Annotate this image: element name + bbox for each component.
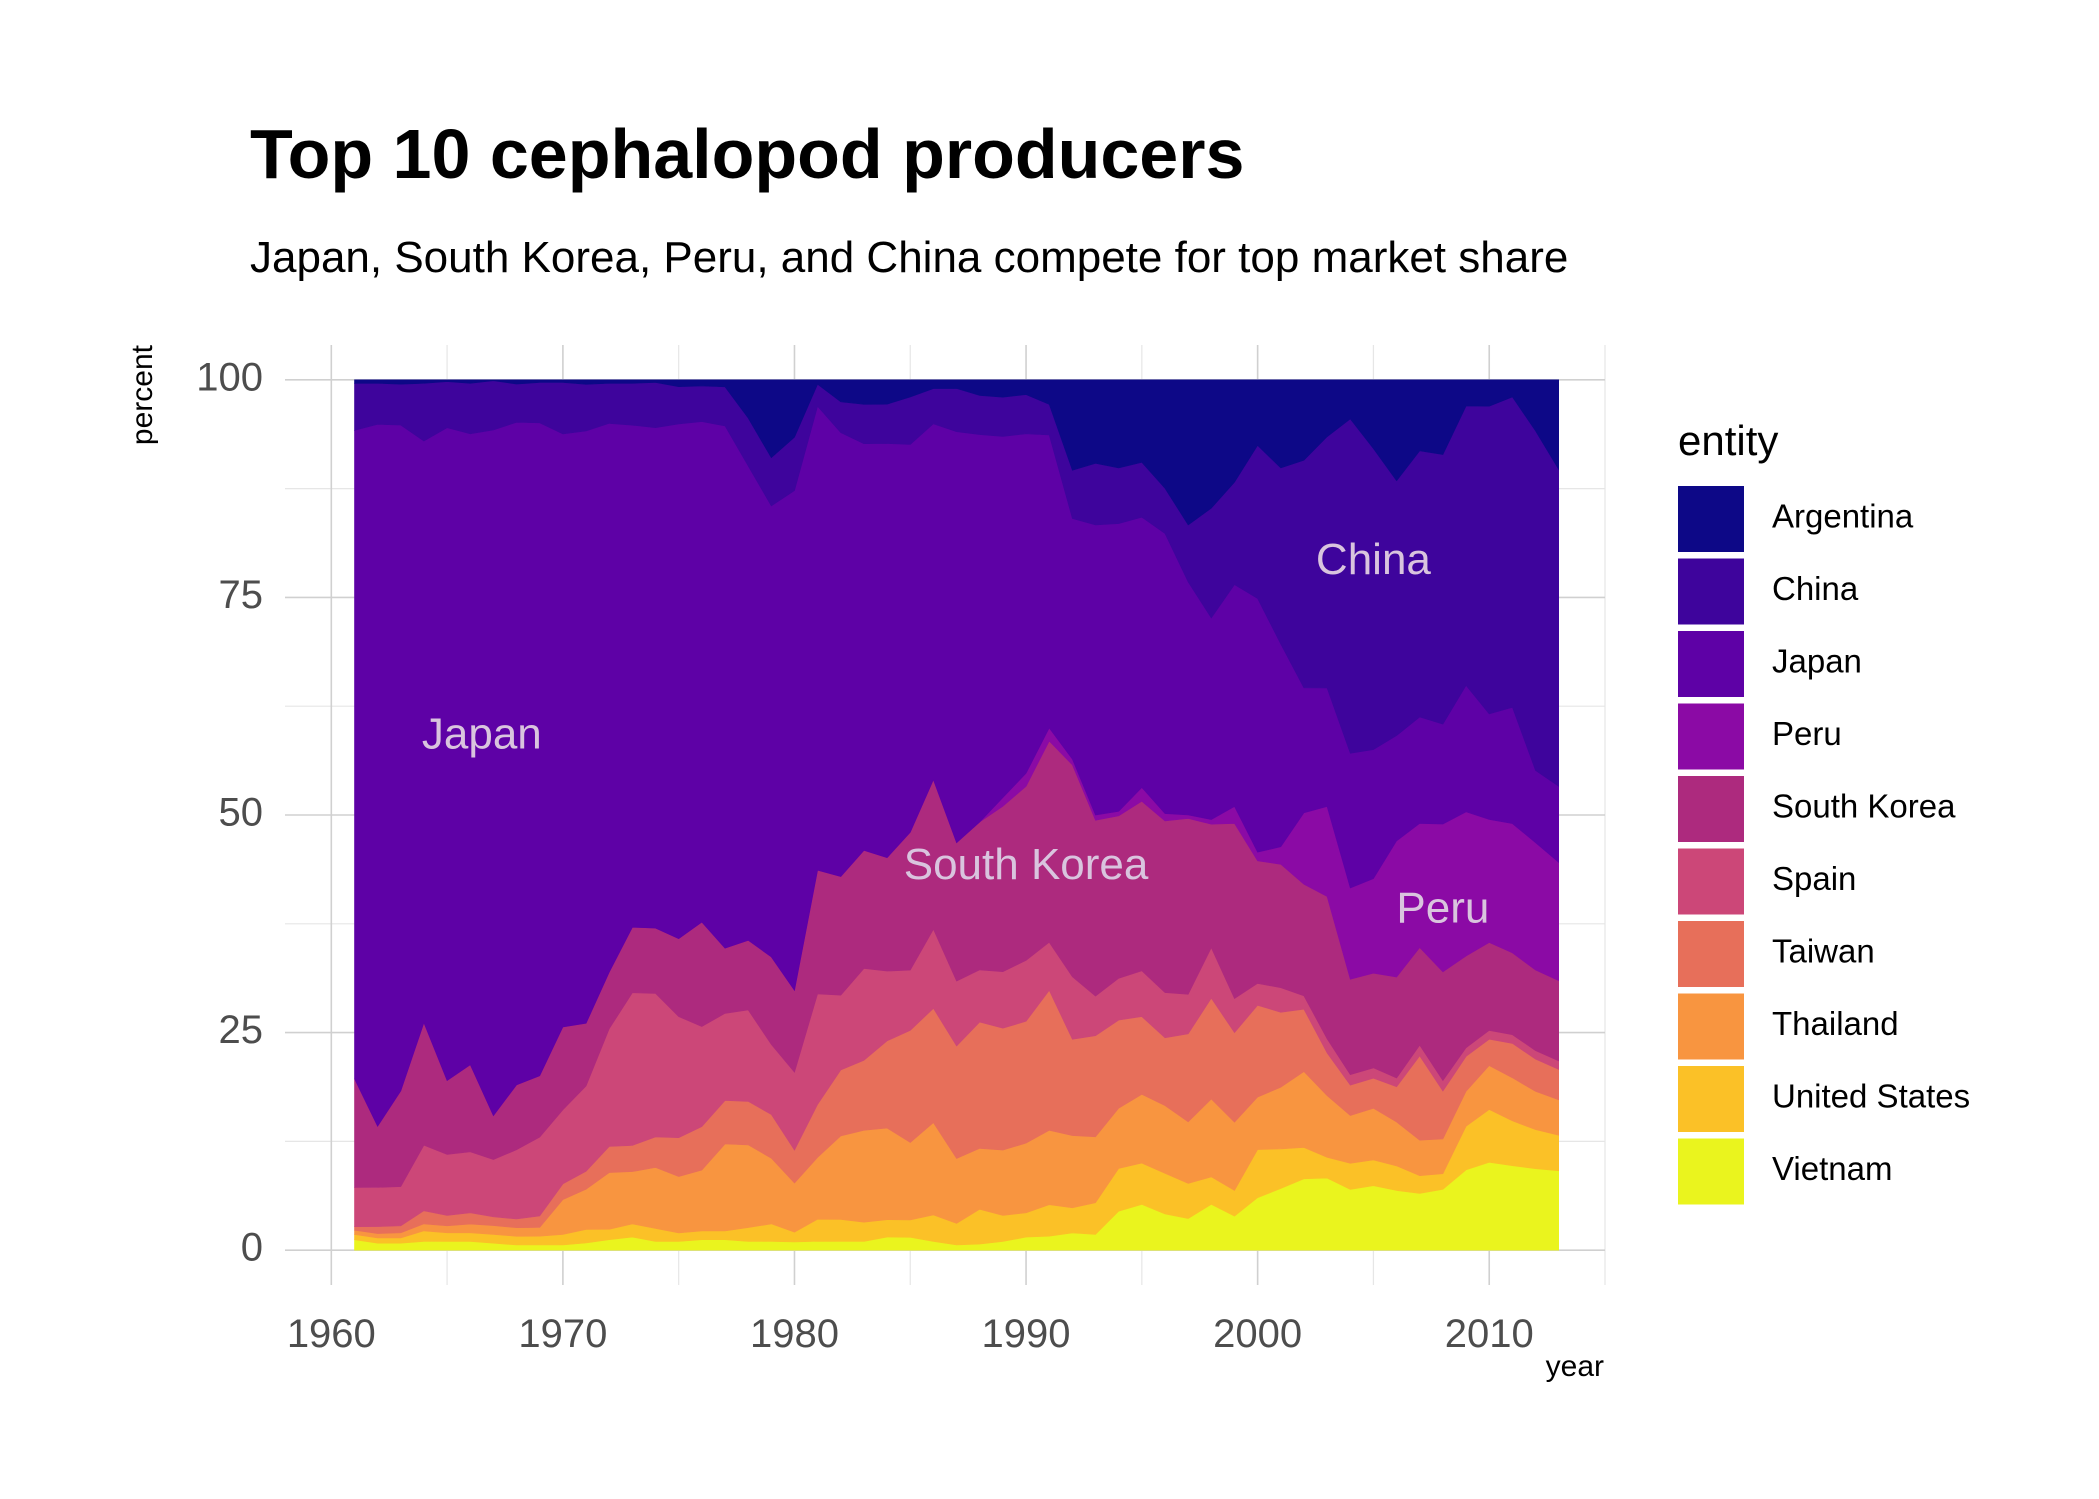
axis-ticks: 1960 1970 1980 1990 2000 2010 0 25 50 75 100 bbox=[196, 355, 1533, 1356]
legend-label-spain: Spain bbox=[1772, 860, 1856, 897]
chart-subtitle: Japan, South Korea, Peru, and China comp… bbox=[250, 233, 1568, 282]
legend-swatch bbox=[1678, 1138, 1744, 1205]
legend-swatch bbox=[1678, 558, 1744, 625]
legend: entity Argentina China Japan Peru South Kore… bbox=[1678, 417, 1970, 1205]
legend-swatch bbox=[1678, 486, 1744, 552]
annotation-china: China bbox=[1316, 535, 1431, 584]
area-argentina bbox=[354, 379, 1559, 526]
legend-label-taiwan: Taiwan bbox=[1772, 933, 1875, 970]
legend-swatch bbox=[1678, 921, 1744, 987]
legend-label-united-states: United States bbox=[1772, 1078, 1970, 1115]
x-tick-label: 1990 bbox=[982, 1312, 1071, 1356]
legend-swatch bbox=[1678, 993, 1744, 1060]
legend-title: entity bbox=[1678, 417, 1778, 464]
annotation-south-korea: South Korea bbox=[904, 840, 1149, 889]
legend-label-peru: Peru bbox=[1772, 715, 1842, 752]
legend-swatch bbox=[1678, 631, 1744, 697]
y-tick-label: 0 bbox=[241, 1226, 263, 1270]
x-axis-title: year bbox=[1546, 1350, 1604, 1383]
y-tick-label: 50 bbox=[219, 791, 264, 835]
legend-label-japan: Japan bbox=[1772, 643, 1862, 680]
x-tick-label: 2010 bbox=[1445, 1312, 1534, 1356]
y-tick-label: 25 bbox=[219, 1008, 264, 1052]
annotation-japan: Japan bbox=[422, 709, 542, 758]
y-tick-label: 100 bbox=[196, 355, 263, 399]
area-annotations: Japan South Korea China Peru bbox=[422, 535, 1489, 932]
annotation-peru: Peru bbox=[1396, 883, 1489, 932]
x-tick-label: 1980 bbox=[750, 1312, 839, 1356]
legend-label-china: China bbox=[1772, 570, 1859, 607]
legend-label-thailand: Thailand bbox=[1772, 1005, 1899, 1042]
x-tick-label: 2000 bbox=[1213, 1312, 1302, 1356]
y-tick-label: 75 bbox=[219, 573, 264, 617]
legend-label-vietnam: Vietnam bbox=[1772, 1150, 1892, 1187]
legend-swatch bbox=[1678, 703, 1744, 770]
x-tick-label: 1960 bbox=[287, 1312, 376, 1356]
legend-swatch bbox=[1678, 848, 1744, 915]
x-tick-label: 1970 bbox=[518, 1312, 607, 1356]
y-axis-title: percent bbox=[126, 344, 159, 445]
legend-swatch bbox=[1678, 1066, 1744, 1132]
chart-title: Top 10 cephalopod producers bbox=[250, 115, 1244, 193]
legend-label-argentina: Argentina bbox=[1772, 498, 1914, 535]
legend-swatch bbox=[1678, 776, 1744, 842]
stacked-areas bbox=[354, 379, 1559, 1251]
legend-label-south-korea: South Korea bbox=[1772, 788, 1956, 825]
